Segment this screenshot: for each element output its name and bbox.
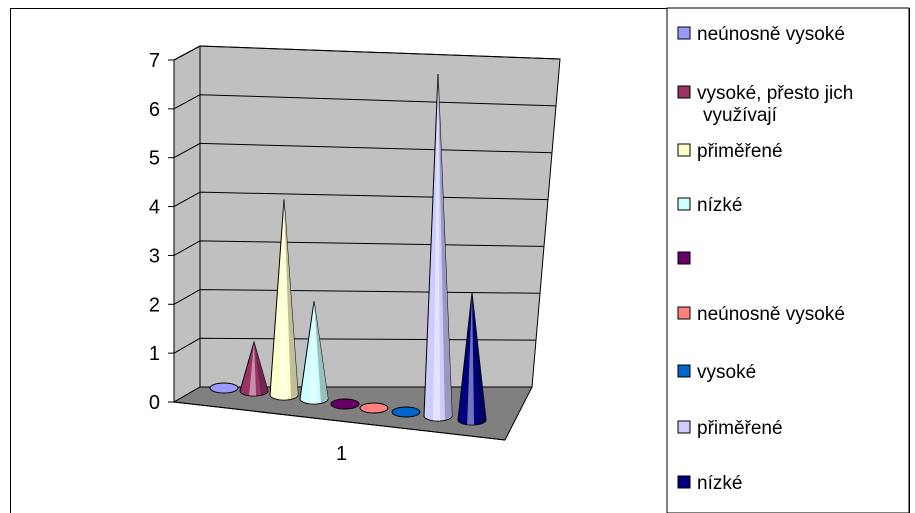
- legend-swatch: [677, 306, 691, 320]
- cone-highlight: [467, 292, 475, 425]
- legend-swatch: [677, 420, 691, 434]
- y-tick-label: 0: [149, 392, 160, 414]
- cone-shadow: [472, 292, 486, 424]
- cone-base: [209, 382, 239, 394]
- legend-box: [666, 7, 910, 513]
- cone-highlight: [249, 342, 257, 396]
- x-axis: [173, 401, 506, 441]
- cones: [209, 73, 487, 426]
- legend-swatch: [677, 85, 691, 99]
- y-tick-label: 1: [149, 343, 160, 365]
- cone-mark: [209, 382, 239, 394]
- cone-highlight: [309, 301, 317, 404]
- legend-swatch: [677, 364, 691, 378]
- gridline: [173, 240, 545, 256]
- cone-mark: [299, 301, 329, 405]
- legend-swatch: [677, 26, 691, 40]
- gridline: [173, 337, 537, 354]
- gridline: [173, 45, 561, 61]
- cone-mark: [269, 199, 299, 401]
- y-tick-label: 5: [149, 148, 160, 170]
- legend: neúnosně vysoké vysoké, přesto jich využív…: [666, 7, 910, 513]
- cone-base: [330, 398, 360, 410]
- y-tick-label: 7: [149, 50, 160, 72]
- cone-mark: [423, 73, 453, 422]
- y-tick-label: 4: [149, 197, 160, 219]
- legend-label: vysoké, přesto jich využívají: [697, 83, 853, 126]
- legend-swatch: [677, 197, 691, 211]
- cone-mark: [391, 406, 421, 418]
- legend-label: přiměřené: [697, 141, 783, 162]
- x-tick-label: 1: [336, 443, 347, 465]
- legend-swatch: [677, 475, 691, 489]
- legend-label: neúnosně vysoké: [697, 304, 845, 325]
- cone-mark: [359, 402, 389, 414]
- cone-mark: [239, 340, 269, 397]
- y-axis-ticks: 0 1 2 3 4 5 6 7: [149, 50, 174, 414]
- cone-mark: [330, 398, 360, 410]
- legend-label: vysoké: [697, 362, 756, 383]
- legend-label: nízké: [697, 473, 742, 494]
- y-tick-label: 2: [149, 294, 160, 316]
- cone-shadow: [438, 74, 452, 420]
- cone-shadow: [284, 199, 298, 399]
- cone-highlight: [433, 74, 441, 421]
- legend-swatch: [677, 251, 691, 265]
- cone-shadow: [254, 342, 268, 395]
- cone-mark: [457, 292, 487, 426]
- cone-shadow: [314, 301, 328, 403]
- legend-label: přiměřené: [697, 418, 783, 439]
- cone-highlight: [279, 199, 287, 400]
- legend-label: nízké: [697, 195, 742, 216]
- back-wall: [199, 45, 561, 388]
- legend-label: neúnosně vysoké: [697, 24, 845, 45]
- side-wall: [173, 45, 201, 403]
- gridline: [173, 191, 549, 208]
- gridline: [173, 289, 541, 305]
- legend-swatch: [677, 143, 691, 157]
- y-tick-label: 6: [149, 99, 160, 121]
- y-tick-label: 3: [149, 245, 160, 267]
- cone-base: [391, 406, 421, 418]
- cone-base: [359, 402, 389, 414]
